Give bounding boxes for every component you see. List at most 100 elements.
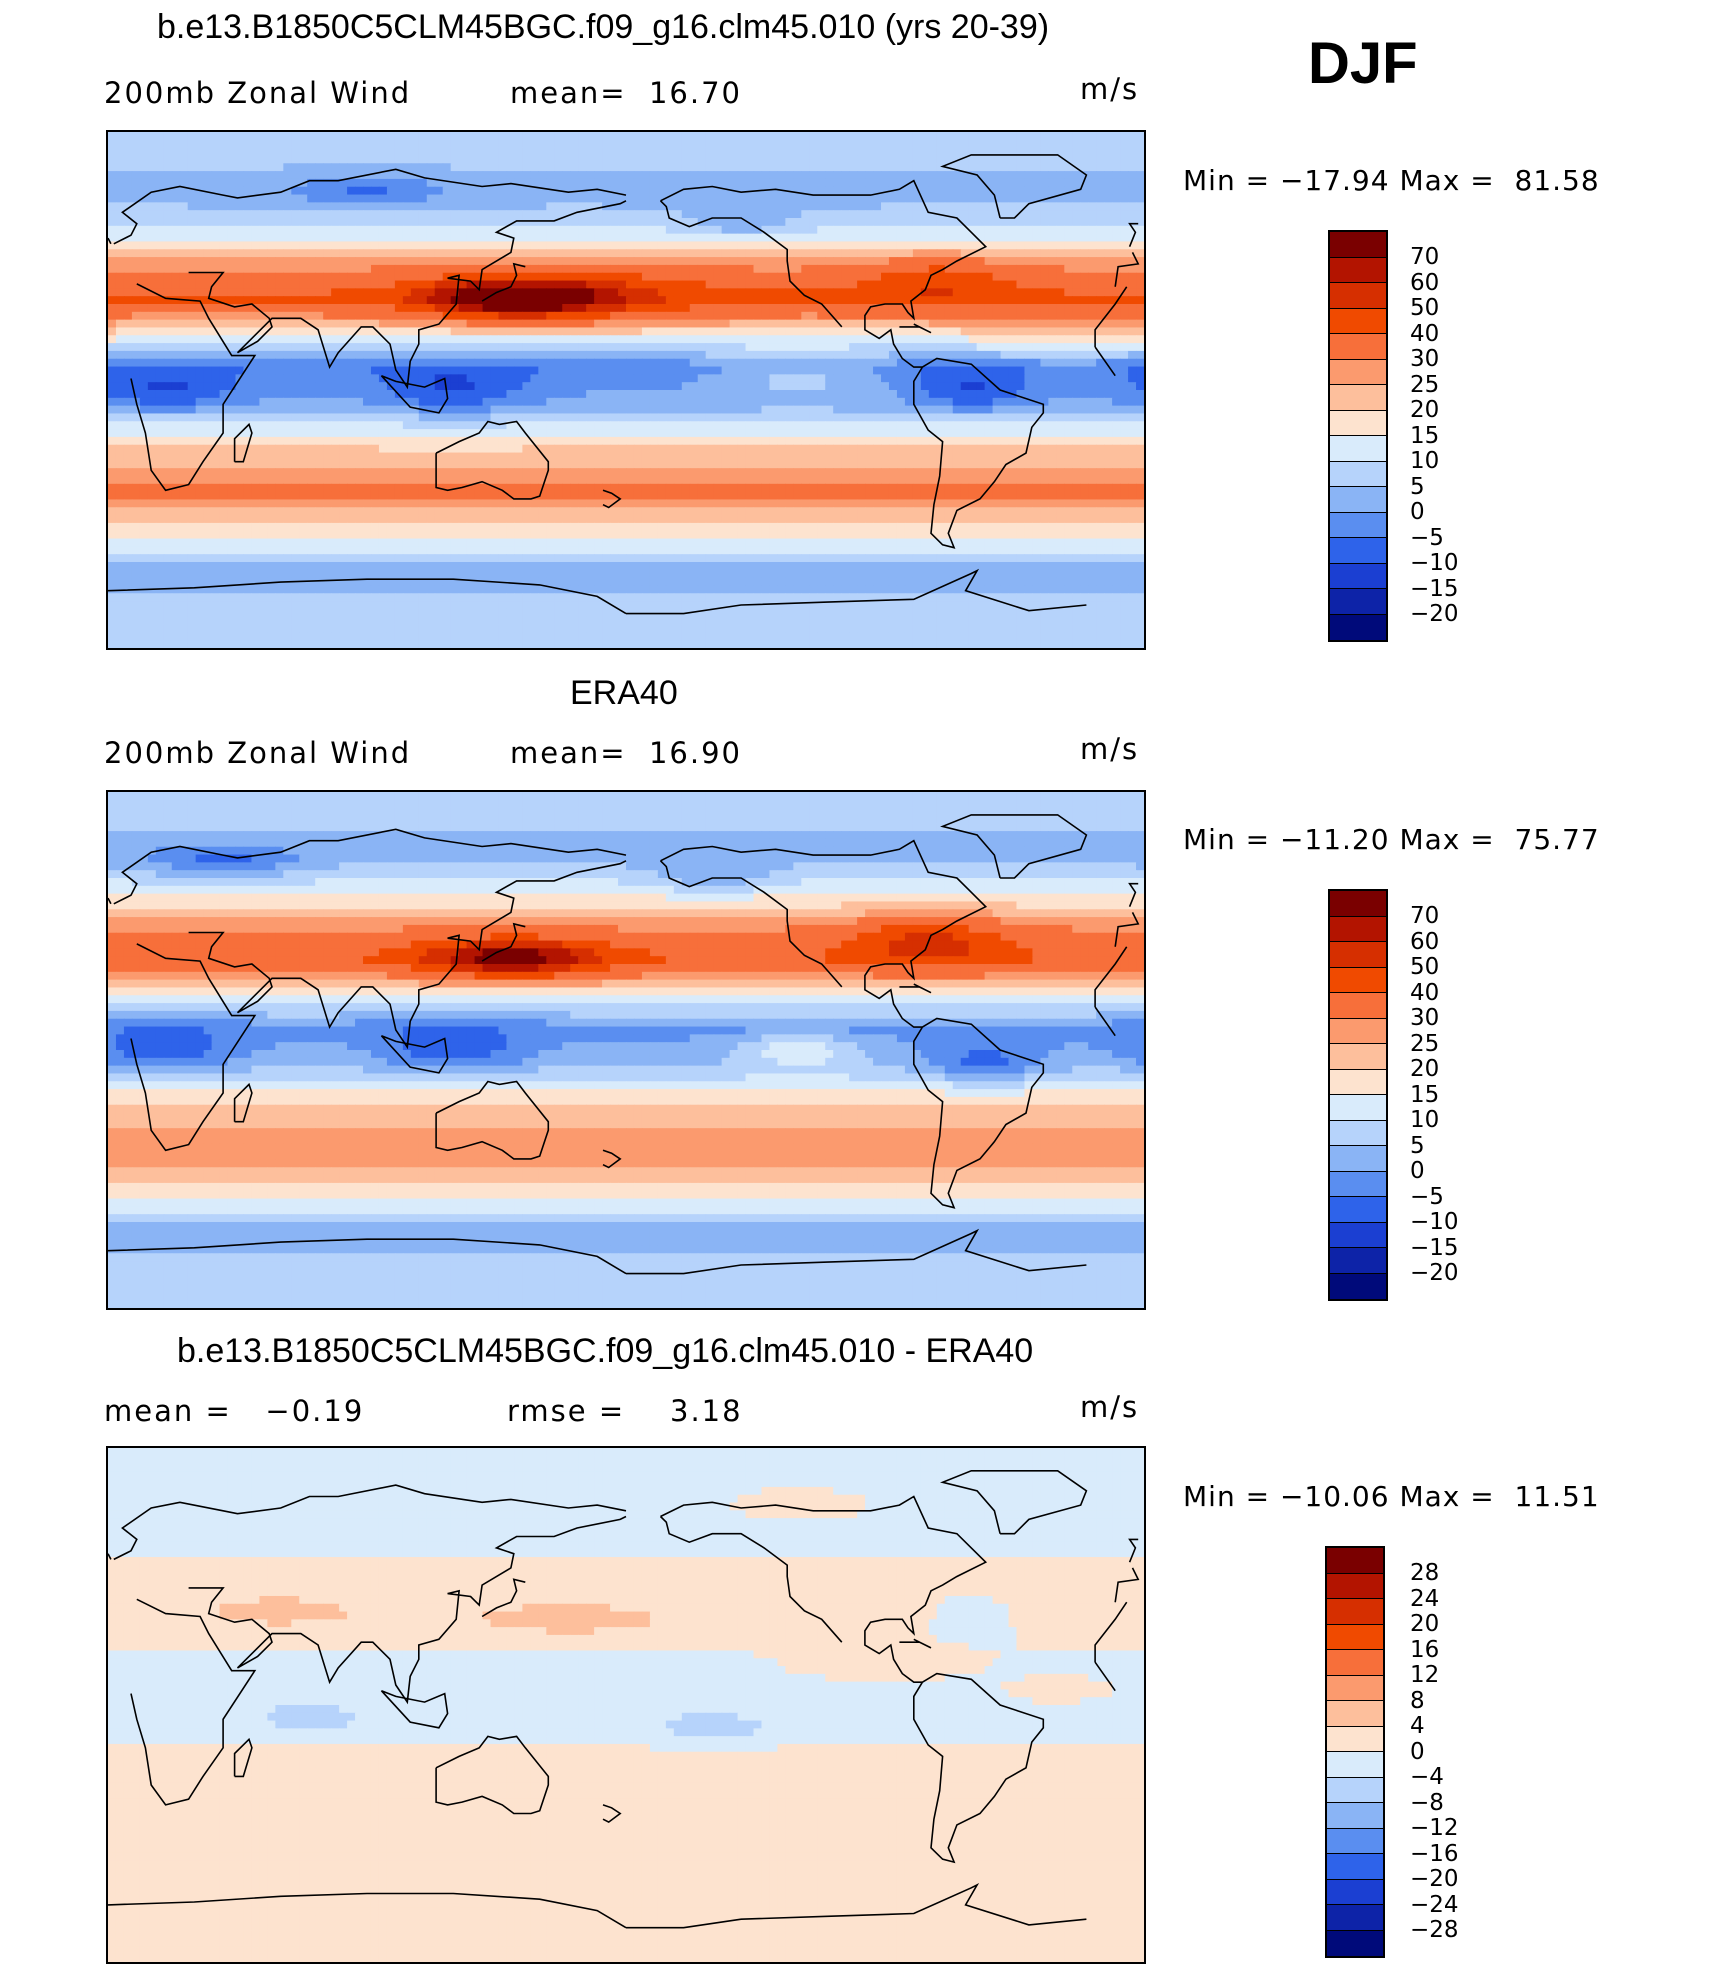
field-cell [530,413,539,422]
field-cell [881,194,890,203]
field-cell [1120,225,1129,235]
field-cell [131,304,141,313]
field-cell [227,343,237,352]
field-cell [211,218,221,227]
field-cell [673,147,683,157]
field-cell [426,280,436,289]
field-cell [649,304,659,313]
field-cell [131,311,141,321]
field-cell [665,327,675,336]
field-cell [108,421,117,430]
field-cell [115,218,125,227]
field-cell [825,264,834,274]
field-cell [108,288,117,297]
field-cell [992,413,1002,422]
field-cell [865,178,874,188]
field-cell [633,225,643,235]
field-cell [219,241,229,250]
field-cell [881,272,890,282]
field-cell [123,335,133,344]
field-cell [267,413,276,422]
field-cell [936,304,946,313]
field-cell [602,413,611,422]
field-cell [1096,413,1105,422]
field-cell [1000,218,1010,227]
field-cell [155,335,165,344]
field-cell [108,397,117,407]
field-cell [291,311,300,321]
field-cell [992,288,1002,297]
field-cell [1000,155,1010,164]
field-cell [1032,374,1041,383]
field-cell [187,202,197,211]
field-cell [147,132,157,141]
field-cell [394,272,404,282]
field-cell [912,382,922,391]
field-cell [187,139,197,149]
field-cell [1104,178,1113,188]
field-cell [657,132,667,141]
field-cell [299,249,308,258]
field-cell [219,249,229,258]
field-cell [251,257,261,266]
field-cell [833,163,842,172]
field-cell [259,155,268,164]
field-cell [347,210,356,219]
field-cell [713,233,723,243]
field-cell [474,147,484,157]
field-cell [777,405,786,415]
field-cell [450,218,460,227]
field-cell [123,296,133,305]
field-cell [370,202,380,211]
field-cell [920,264,930,274]
field-cell [1136,311,1144,321]
field-cell [761,257,771,266]
field-cell [1040,163,1049,172]
field-cell [370,421,380,430]
field-cell [402,358,412,368]
field-cell [1072,194,1081,203]
field-cell [275,171,284,180]
field-cell [315,241,324,250]
field-cell [1000,186,1010,196]
field-cell [857,210,866,219]
field-cell [1096,163,1105,172]
field-cell [155,343,165,352]
field-cell [386,366,396,375]
field-cell [1016,296,1026,305]
field-cell [243,335,253,344]
field-cell [1032,335,1041,344]
field-cell [1008,171,1018,180]
field-cell [323,311,332,321]
panel-1-field-label: 200mb Zonal Wind [104,76,411,110]
field-cell [657,272,667,282]
field-cell [657,241,667,250]
field-cell [219,155,229,164]
field-cell [705,296,715,305]
field-cell [187,178,197,188]
field-cell [315,421,324,430]
field-cell [626,350,635,360]
field-cell [267,374,276,383]
field-cell [745,218,755,227]
field-cell [363,296,372,305]
field-cell [888,350,898,360]
field-cell [936,390,946,399]
field-cell [920,366,930,375]
field-cell [179,132,189,141]
field-cell [474,186,484,196]
field-cell [339,413,348,422]
field-cell [386,413,396,422]
field-cell [865,264,874,274]
field-cell [538,202,547,211]
field-cell [769,421,779,430]
field-cell [649,374,659,383]
field-cell [912,241,922,250]
field-cell [785,319,794,329]
field-cell [610,147,619,157]
field-cell [187,233,197,243]
field-cell [347,429,356,438]
field-cell [888,202,898,211]
field-cell [291,264,300,274]
field-cell [1040,366,1049,375]
